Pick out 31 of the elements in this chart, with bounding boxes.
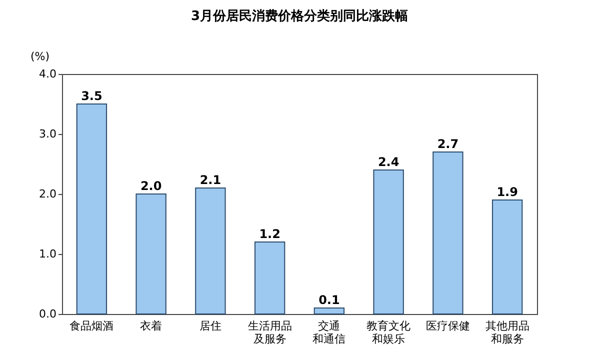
data-label: 3.5 <box>81 89 102 103</box>
x-tick-label: 其他用品和服务 <box>485 320 530 346</box>
y-tick-label: 1.0 <box>39 248 56 260</box>
bar <box>432 152 464 314</box>
x-tick-label: 生活用品及服务 <box>248 320 292 346</box>
bar <box>314 308 345 314</box>
y-tick-label: 0.0 <box>39 308 56 320</box>
x-tick-label: 教育文化和娱乐 <box>366 320 411 346</box>
data-label: 2.7 <box>437 137 459 151</box>
y-tick-label: 3.0 <box>39 128 56 140</box>
y-tick-label: 4.0 <box>39 68 56 80</box>
bar <box>76 104 108 314</box>
y-tick-label: 2.0 <box>39 188 56 200</box>
bar <box>136 194 166 314</box>
data-label: 2.1 <box>200 173 222 187</box>
x-tick-label: 交通和通信 <box>312 320 346 346</box>
bar <box>195 188 226 314</box>
chart-title: 3月份居民消费价格分类别同比涨跌幅 <box>190 9 408 24</box>
data-label: 0.1 <box>318 293 340 307</box>
data-label: 1.2 <box>259 227 280 241</box>
x-tick-label: 食品烟酒 <box>70 320 114 332</box>
data-label: 2.0 <box>140 179 162 193</box>
bar <box>254 242 286 314</box>
x-tick-label: 居住 <box>199 320 222 332</box>
y-axis-title: (%) <box>30 50 50 63</box>
bar <box>373 170 404 314</box>
data-label: 2.4 <box>378 155 400 169</box>
x-tick-label: 衣着 <box>140 320 162 332</box>
data-label: 1.9 <box>496 185 518 199</box>
bar <box>492 200 523 314</box>
x-tick-label: 医疗保健 <box>426 320 470 332</box>
